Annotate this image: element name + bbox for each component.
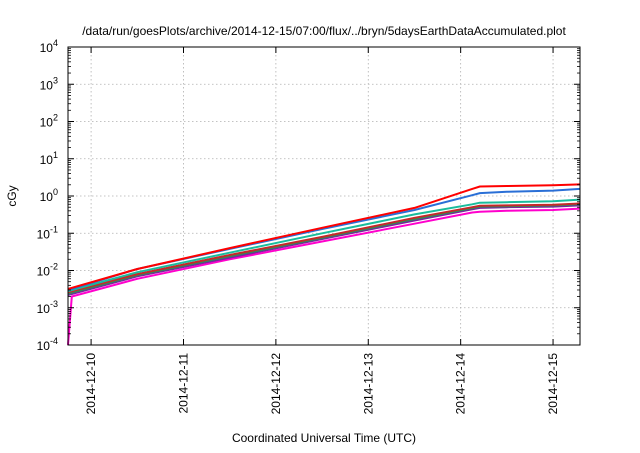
- series-line: [67, 203, 581, 295]
- y-axis-label: cGy: [5, 185, 19, 206]
- series-line: [67, 198, 581, 293]
- y-tick-label: 102: [40, 113, 58, 130]
- chart-title: /data/run/goesPlots/archive/2014-12-15/0…: [82, 24, 566, 38]
- y-tick-label: 100: [40, 187, 58, 204]
- y-tick-label: 104: [40, 38, 58, 55]
- y-tick-label: 10-2: [37, 262, 58, 279]
- series-line: [67, 207, 581, 346]
- y-tick-label: 10-4: [37, 336, 58, 353]
- x-tick-label: 2014-12-15: [546, 353, 560, 415]
- series-line: [67, 183, 581, 290]
- series-line: [67, 204, 581, 296]
- x-axis-label: Coordinated Universal Time (UTC): [232, 431, 416, 445]
- y-tick-label: 10-3: [37, 299, 58, 316]
- x-tick-label: 2014-12-12: [269, 353, 283, 415]
- gridlines: [68, 47, 580, 345]
- axis-ticks: 10-4 10-3 10-2 10-1 100 101 102 103 104 2014-12-1…: [37, 38, 580, 414]
- y-tick-label: 10-1: [37, 224, 58, 241]
- y-tick-label: 101: [40, 150, 58, 167]
- x-tick-label: 2014-12-10: [84, 353, 98, 415]
- x-tick-label: 2014-12-11: [176, 353, 190, 414]
- x-tick-label: 2014-12-14: [454, 353, 468, 415]
- series-line: [67, 202, 581, 294]
- x-tick-label: 2014-12-13: [361, 353, 375, 415]
- y-tick-label: 103: [40, 75, 58, 92]
- series-lines: [67, 183, 581, 346]
